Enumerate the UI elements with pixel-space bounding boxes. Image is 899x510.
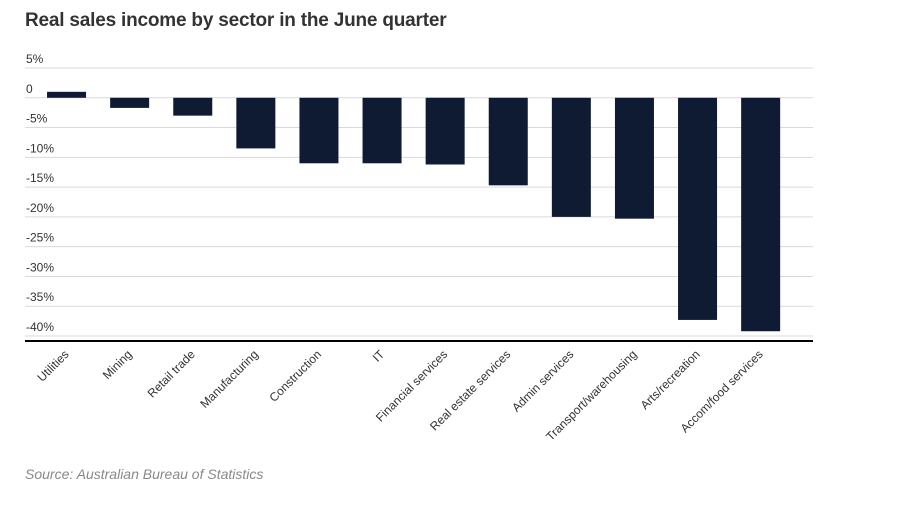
y-tick-label: -35% — [26, 290, 54, 304]
x-tick-label: Construction — [267, 347, 325, 405]
x-tick-label: IT — [370, 347, 388, 365]
bar-real-estate-services — [488, 97, 528, 186]
bar-transport-warehousing — [614, 97, 654, 219]
bar-arts-recreation — [678, 97, 718, 320]
x-tick-label: Utilities — [34, 347, 71, 384]
x-tick-label: Admin services — [509, 347, 576, 414]
bars — [47, 91, 781, 332]
bar-mining — [110, 97, 150, 108]
x-tick-label: Manufacturing — [197, 347, 261, 411]
bar-accom-food-services — [741, 97, 781, 332]
y-tick-label: -5% — [26, 112, 48, 126]
y-axis-ticks: 5% 0 -5% -10% -15% -20% -25% -30% -35% -40% — [26, 52, 54, 334]
y-tick-label: -10% — [26, 141, 54, 155]
bar-admin-services — [551, 97, 591, 217]
bar-manufacturing — [236, 97, 276, 149]
x-tick-label: Arts/recreation — [638, 347, 703, 412]
y-tick-label: -30% — [26, 260, 54, 274]
y-tick-label: -40% — [26, 320, 54, 334]
y-tick-label: -15% — [26, 171, 54, 185]
y-tick-label: -25% — [26, 231, 54, 245]
bar-construction — [299, 97, 339, 164]
bar-utilities — [47, 91, 87, 98]
bar-it — [362, 97, 402, 164]
x-tick-label: Retail trade — [145, 347, 199, 401]
x-tick-label: Mining — [100, 347, 135, 382]
chart-title: Real sales income by sector in the June … — [25, 10, 447, 31]
y-tick-label: 5% — [26, 52, 44, 66]
source-note: Source: Australian Bureau of Statistics — [25, 466, 264, 482]
x-axis-labels: Utilities Mining Retail trade Manufacturing… — [34, 347, 765, 444]
y-tick-label: 0 — [26, 82, 33, 96]
bar-financial-services — [425, 97, 465, 165]
y-tick-label: -20% — [26, 201, 54, 215]
bar-retail-trade — [173, 97, 213, 116]
